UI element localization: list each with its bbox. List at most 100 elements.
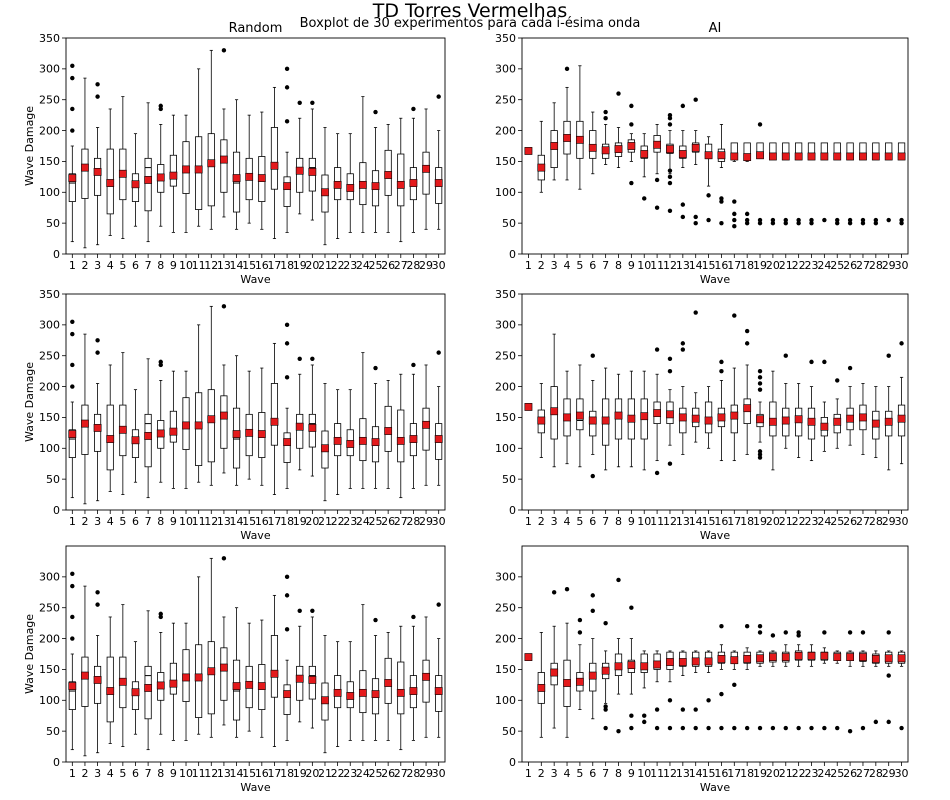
x-tick-label: 30 (895, 259, 909, 272)
outlier-point (284, 341, 290, 346)
box-wave-24 (820, 142, 829, 223)
mean-marker (346, 440, 355, 448)
y-axis-label: Wave Damage (23, 106, 36, 186)
outlier-point (603, 620, 608, 626)
mean-marker (807, 417, 816, 426)
outlier-point (310, 608, 315, 613)
box-wave-17 (730, 313, 739, 462)
box-wave-17 (270, 594, 279, 747)
box-wave-23 (807, 644, 816, 731)
box-wave-13 (678, 103, 687, 220)
mean-marker (550, 142, 559, 150)
x-tick-label: 7 (602, 767, 609, 780)
outlier-point (886, 217, 891, 223)
outlier-point (847, 630, 853, 635)
box-wave-6 (131, 641, 140, 735)
outlier-point (629, 605, 634, 610)
box-wave-2 (81, 333, 89, 505)
y-tick-label: 300 (39, 63, 60, 76)
box-wave-30 (434, 350, 443, 486)
outlier-point (796, 633, 801, 638)
mean-marker (396, 688, 405, 697)
x-tick-label: 25 (369, 767, 383, 780)
box-wave-28 (871, 650, 880, 725)
mean-marker (756, 151, 764, 160)
box-wave-25 (833, 378, 842, 449)
box-wave-12 (666, 112, 674, 213)
outlier-point (577, 630, 583, 635)
mean-marker (245, 680, 254, 689)
outlier-point (899, 220, 904, 226)
outlier-point (642, 719, 647, 725)
mean-marker (653, 660, 661, 669)
box-wave-26 (846, 142, 854, 226)
y-tick-label: 0 (53, 248, 60, 261)
x-tick-label: 3 (94, 767, 101, 780)
x-tick-label: 28 (406, 515, 420, 528)
mean-marker (409, 179, 418, 187)
y-tick-label: 150 (495, 155, 516, 168)
x-tick-label: 5 (119, 767, 126, 780)
x-tick-label: 29 (419, 515, 433, 528)
outlier-point (796, 217, 801, 223)
outlier-point (719, 220, 724, 226)
mean-marker (588, 416, 597, 425)
outlier-point (629, 103, 634, 109)
y-tick-label: 50 (46, 725, 60, 738)
box-wave-12 (666, 356, 674, 466)
box-iqr (144, 157, 152, 212)
outlier-point (667, 725, 673, 731)
box-iqr (207, 389, 215, 463)
x-tick-label: 12 (204, 515, 218, 528)
outlier-point (693, 220, 698, 226)
outlier-point (616, 91, 621, 96)
x-tick-label: 21 (779, 259, 793, 272)
outlier-point (603, 116, 608, 121)
x-tick-label: 22 (792, 767, 806, 780)
box-wave-19 (295, 356, 304, 471)
y-tick-label: 200 (39, 380, 60, 393)
mean-marker (106, 687, 115, 695)
box-wave-8 (614, 91, 623, 169)
x-tick-label: 28 (406, 767, 420, 780)
outlier-point (297, 356, 302, 361)
x-tick-label: 2 (81, 767, 88, 780)
figure-subtitle: Boxplot de 30 experimentos para cada i-é… (299, 16, 641, 31)
outlier-point (284, 66, 290, 72)
outlier-point (654, 205, 660, 210)
outlier-point (629, 713, 634, 718)
box-iqr (397, 409, 405, 463)
plot-frame (65, 293, 446, 511)
mean-marker (169, 679, 178, 688)
outlier-point (551, 590, 557, 595)
mean-marker (794, 152, 803, 161)
box-iqr (232, 659, 241, 721)
box-wave-23 (807, 142, 816, 226)
box-wave-10 (182, 114, 190, 233)
x-tick-label: 12 (204, 767, 218, 780)
box-wave-22 (333, 133, 342, 239)
x-tick-label: 8 (615, 259, 622, 272)
x-tick-label: 30 (432, 515, 446, 528)
x-tick-label: 22 (331, 767, 345, 780)
mean-marker (691, 657, 700, 666)
box-wave-9 (169, 622, 178, 741)
box-wave-27 (859, 630, 867, 731)
box-iqr (169, 154, 177, 187)
mean-marker (704, 151, 713, 160)
box-wave-20 (308, 608, 317, 729)
mean-marker (717, 151, 726, 160)
mean-marker (640, 150, 649, 158)
outlier-point (667, 168, 673, 173)
mean-marker (601, 666, 610, 675)
x-tick-label: 8 (615, 515, 622, 528)
mean-marker (232, 430, 241, 438)
x-tick-label: 8 (157, 259, 164, 272)
outlier-point (70, 63, 75, 68)
box-wave-25 (833, 142, 842, 226)
x-tick-label: 17 (727, 515, 741, 528)
x-tick-label: 11 (650, 767, 664, 780)
box-wave-13 (678, 341, 687, 455)
x-tick-label: 6 (132, 515, 139, 528)
